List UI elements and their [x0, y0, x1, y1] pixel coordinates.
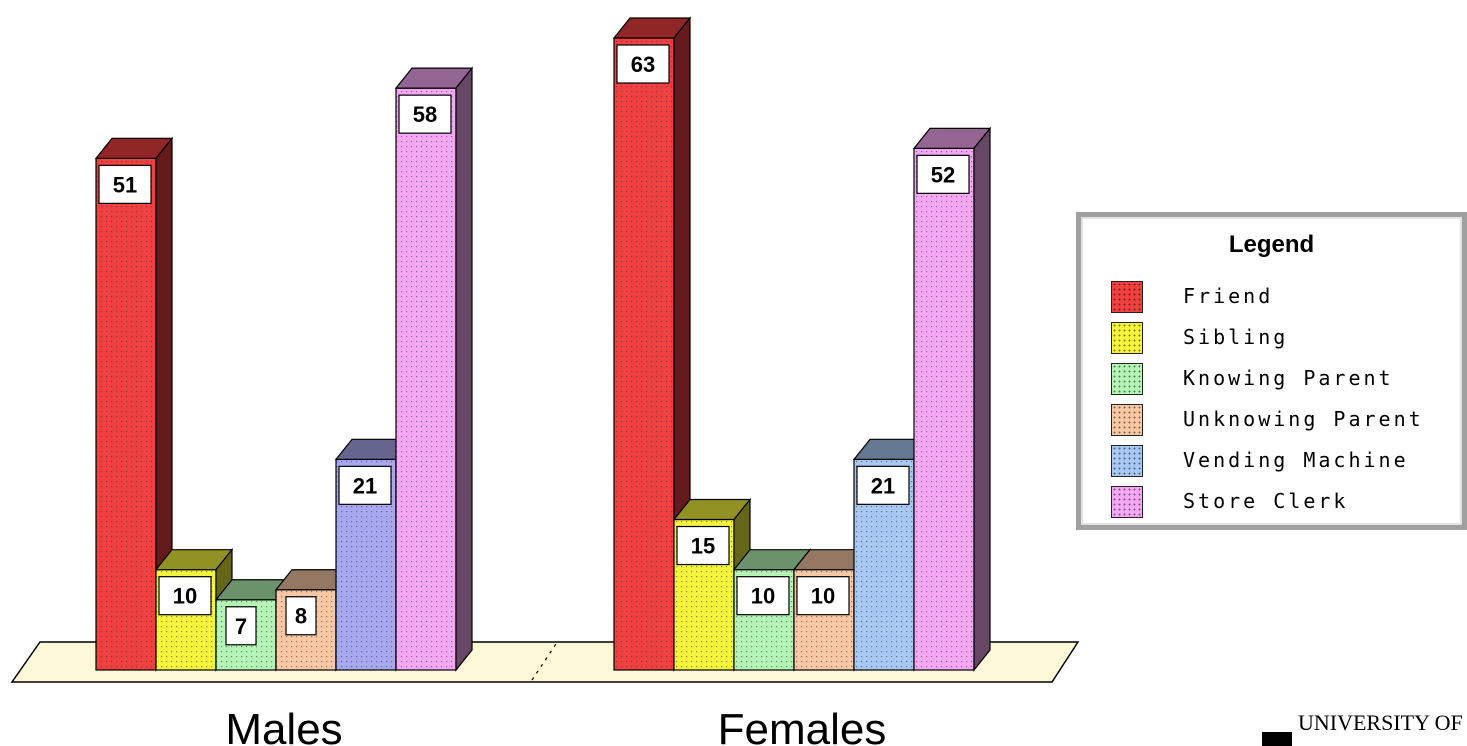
value-label-females-sibling: 15: [676, 525, 730, 566]
bar-females-store-clerk: [912, 126, 992, 672]
university-logo: UNIVERSITY OF: [1262, 708, 1467, 746]
legend-label: Store Clerk: [1183, 489, 1349, 513]
legend-title: Legend: [1228, 231, 1315, 258]
category-label-females: Females: [718, 705, 887, 746]
logo-mark-icon: [1262, 732, 1292, 746]
legend-swatch: [1111, 363, 1143, 395]
legend-item-vending-machine: Vending Machine: [1111, 445, 1451, 479]
value-label-females-unknowing-parent: 10: [796, 576, 850, 616]
legend-swatch: [1111, 445, 1143, 477]
legend-swatch: [1111, 281, 1143, 313]
value-label-text: 10: [751, 584, 775, 609]
group-labels: Males Females: [225, 705, 886, 746]
legend: Legend Friend Sibling Knowing Parent Unknow…: [1076, 212, 1467, 530]
category-label-males: Males: [225, 705, 342, 746]
legend-item-sibling: Sibling: [1111, 322, 1451, 356]
value-label-text: 10: [811, 584, 835, 609]
legend-label: Sibling: [1183, 325, 1289, 349]
value-label-text: 10: [173, 584, 197, 609]
value-label-females-vending-machine: 21: [856, 465, 910, 505]
legend-swatch: [1111, 486, 1143, 518]
value-label-males-sibling: 10: [158, 576, 212, 616]
bar-males-friend: [94, 136, 174, 672]
legend-label: Friend: [1183, 284, 1274, 308]
value-label-females-knowing-parent: 10: [736, 576, 790, 616]
legend-item-knowing-parent: Knowing Parent: [1111, 363, 1451, 397]
bar-females-friend: [612, 16, 692, 672]
bar-males-store-clerk: [394, 66, 474, 672]
value-label-males-knowing-parent: 7: [225, 606, 257, 646]
value-label-text: 63: [631, 52, 655, 77]
logo-text: UNIVERSITY OF: [1298, 710, 1463, 735]
value-label-text: 21: [353, 473, 377, 498]
legend-item-store-clerk: Store Clerk: [1111, 486, 1451, 520]
value-label-text: 7: [235, 614, 247, 639]
legend-label: Unknowing Parent: [1183, 407, 1424, 431]
value-label-females-store-clerk: 52: [916, 154, 970, 194]
value-label-text: 21: [871, 473, 895, 498]
value-label-males-friend: 51: [98, 164, 152, 204]
value-label-males-unknowing-parent: 8: [285, 596, 317, 636]
legend-swatch: [1111, 322, 1143, 354]
value-label-text: 8: [295, 604, 307, 629]
value-label-males-store-clerk: 58: [398, 94, 452, 134]
legend-swatch: [1111, 404, 1143, 436]
value-label-females-friend: 63: [616, 44, 670, 84]
legend-label: Knowing Parent: [1183, 366, 1394, 390]
value-label-text: 15: [691, 534, 715, 559]
value-label-males-vending-machine: 21: [338, 465, 392, 505]
value-label-text: 52: [931, 162, 955, 187]
legend-label: Vending Machine: [1183, 448, 1409, 472]
value-label-text: 51: [113, 172, 137, 197]
value-label-text: 58: [413, 102, 437, 127]
bars-layer: 51 10 7 8 21 58 63 15 10 10 21 52: [94, 16, 992, 672]
legend-item-friend: Friend: [1111, 281, 1451, 315]
legend-item-unknowing-parent: Unknowing Parent: [1111, 404, 1451, 438]
